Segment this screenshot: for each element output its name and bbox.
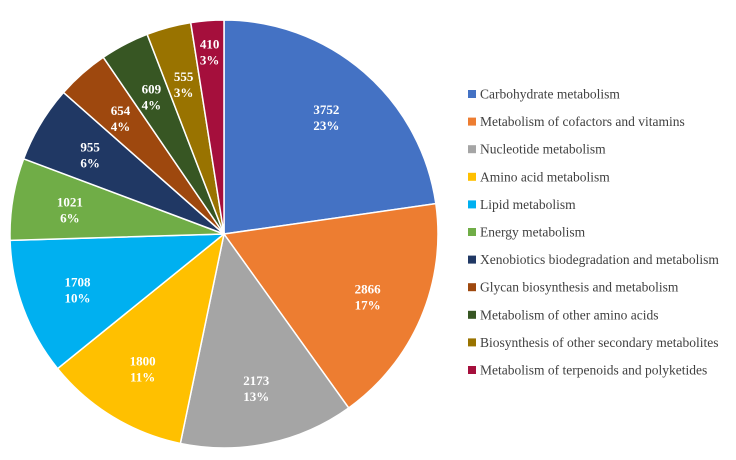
legend-swatch <box>468 200 476 209</box>
slice-value-label: 654 <box>111 103 131 118</box>
slice-data-label: 1800 11% <box>130 353 156 384</box>
slice-data-label: 2866 17% <box>355 281 382 312</box>
legend-swatch <box>468 283 476 292</box>
slice-data-label: 410 3% <box>200 37 220 68</box>
pie-slice <box>222 202 439 409</box>
pie-slice <box>9 233 227 370</box>
slice-value-label: 410 <box>200 37 220 52</box>
slice-percent-label: 11% <box>130 369 155 384</box>
legend-swatch <box>468 255 476 264</box>
legend-entry: Glycan biosynthesis and metabolism <box>468 280 679 295</box>
legend-swatch <box>468 172 476 181</box>
slice-percent-label: 3% <box>174 85 194 100</box>
slice-percent-label: 17% <box>355 297 381 312</box>
slice-data-label: 609 4% <box>142 82 162 113</box>
legend-label: Amino acid metabolism <box>480 169 610 184</box>
slice-value-label: 555 <box>174 69 194 84</box>
legend-swatch <box>468 366 476 374</box>
legend-entry: Amino acid metabolism <box>468 169 610 184</box>
slice-value-label: 1800 <box>130 353 156 368</box>
slice-percent-label: 6% <box>60 210 80 225</box>
pie-slice <box>189 19 225 235</box>
slice-data-label: 1708 10% <box>65 274 92 305</box>
slice-percent-label: 4% <box>111 119 131 134</box>
legend-swatch <box>468 310 476 319</box>
slice-percent-label: 10% <box>65 290 91 305</box>
slice-value-label: 2866 <box>355 281 382 296</box>
slice-value-label: 955 <box>80 140 100 155</box>
slice-data-label: 1021 6% <box>57 194 83 225</box>
slice-data-label: 3752 23% <box>313 102 339 133</box>
legend-entry: Biosynthesis of other secondary metaboli… <box>468 335 718 350</box>
slice-value-label: 1021 <box>57 194 83 209</box>
legend-entry: Metabolism of terpenoids and polyketides <box>468 363 707 378</box>
legend-entry: Carbohydrate metabolism <box>468 87 620 102</box>
pie-slices <box>9 19 439 449</box>
slice-percent-label: 3% <box>200 53 220 68</box>
slice-labels: 3752 23%2866 17%2173 13%1800 11%1708 10%1021 6… <box>57 37 381 404</box>
legend-label: Nucleotide metabolism <box>480 142 606 157</box>
legend-label: Xenobiotics biodegradation and metabolis… <box>480 252 719 267</box>
legend-swatch <box>468 338 476 347</box>
legend-label: Carbohydrate metabolism <box>480 87 620 102</box>
pie-slice <box>56 232 226 445</box>
legend-entry: Energy metabolism <box>468 225 586 240</box>
slice-value-label: 3752 <box>313 102 339 117</box>
legend-label: Metabolism of cofactors and vitamins <box>480 114 685 129</box>
legend-label: Biosynthesis of other secondary metaboli… <box>480 335 718 350</box>
legend-entry: Metabolism of other amino acids <box>468 307 658 322</box>
legend-entry: Nucleotide metabolism <box>468 142 606 157</box>
legend: Carbohydrate metabolism Metabolism of cof… <box>468 87 719 378</box>
slice-data-label: 955 6% <box>80 140 100 171</box>
legend-label: Glycan biosynthesis and metabolism <box>480 280 679 295</box>
legend-entry: Lipid metabolism <box>468 197 576 212</box>
slice-value-label: 609 <box>142 82 162 97</box>
legend-swatch <box>468 90 476 98</box>
pie-slice <box>223 19 437 235</box>
slice-value-label: 1708 <box>65 274 92 289</box>
legend-label: Lipid metabolism <box>480 197 576 212</box>
legend-label: Metabolism of terpenoids and polyketides <box>480 363 707 378</box>
legend-swatch <box>468 228 476 236</box>
legend-label: Metabolism of other amino acids <box>480 307 658 322</box>
pie-slice <box>179 232 350 449</box>
slice-value-label: 2173 <box>243 373 270 388</box>
slice-percent-label: 23% <box>313 118 339 133</box>
legend-label: Energy metabolism <box>480 225 586 240</box>
legend-swatch <box>468 117 476 126</box>
legend-entry: Metabolism of cofactors and vitamins <box>468 114 685 129</box>
slice-data-label: 654 4% <box>111 103 131 134</box>
slice-data-label: 555 3% <box>174 69 194 100</box>
legend-entry: Xenobiotics biodegradation and metabolis… <box>468 252 719 267</box>
slice-percent-label: 13% <box>243 389 269 404</box>
slice-data-label: 2173 13% <box>243 373 270 404</box>
slice-percent-label: 6% <box>80 156 100 171</box>
legend-swatch <box>468 145 476 154</box>
slice-percent-label: 4% <box>142 98 162 113</box>
